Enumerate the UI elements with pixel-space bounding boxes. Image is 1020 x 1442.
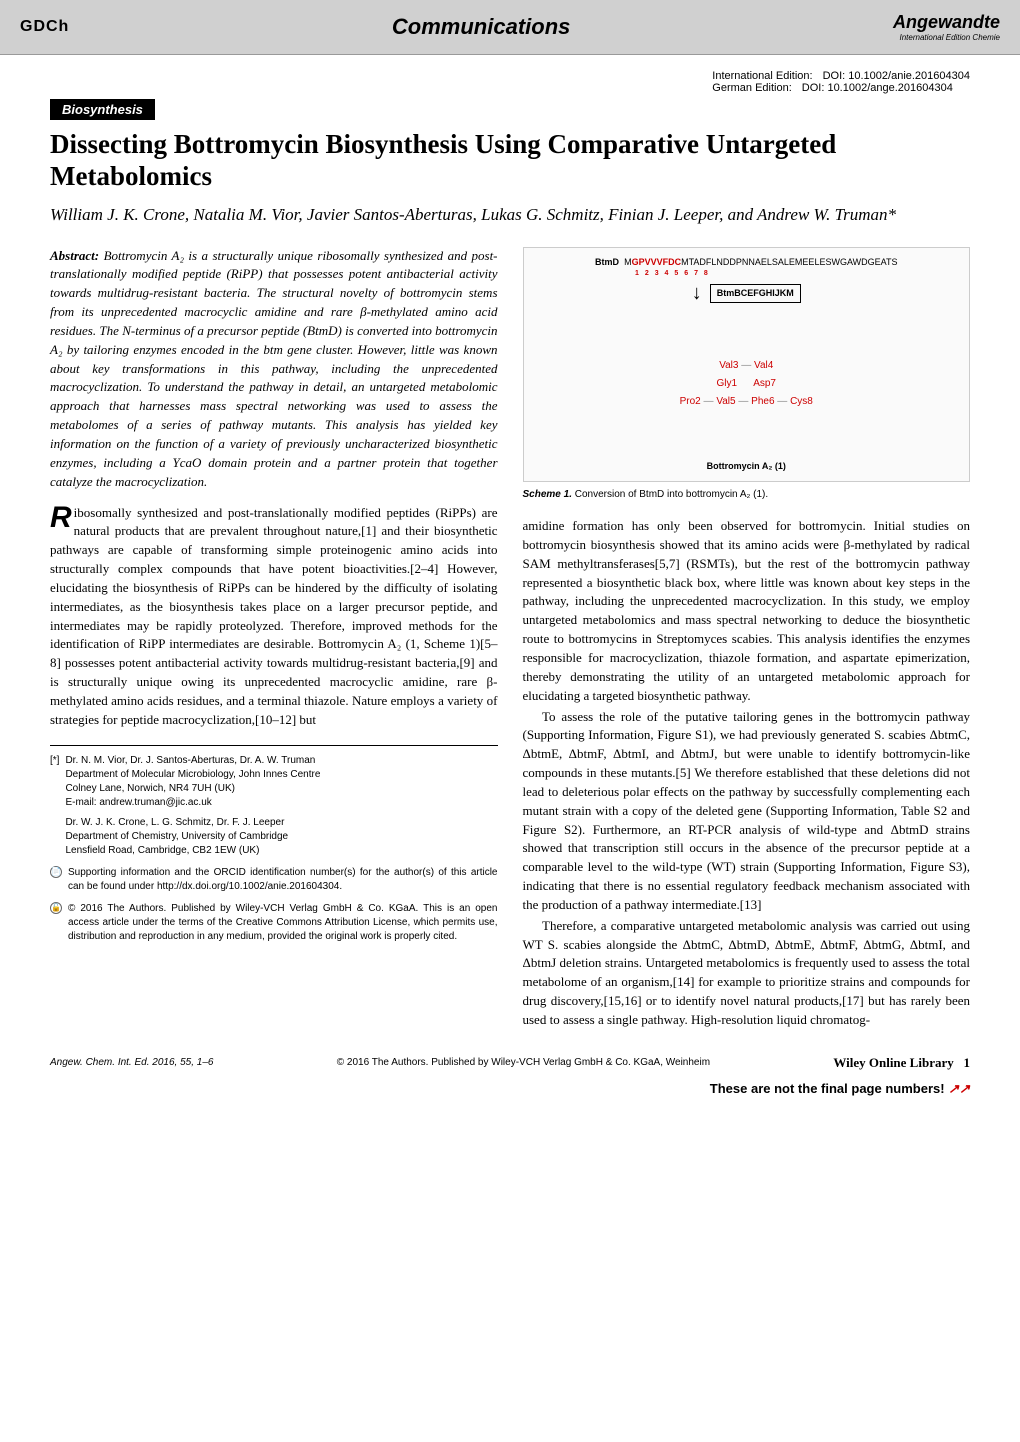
doi-german-label: German Edition: — [712, 82, 791, 94]
author-list: William J. K. Crone, Natalia M. Vior, Ja… — [50, 203, 970, 227]
journal-subtitle: International Edition Chemie — [893, 33, 1000, 42]
body-columns: Abstract: Bottromycin A₂ is a structural… — [50, 247, 970, 1030]
scheme-sequence: BtmD MGPVVVFDCMTADFLNDDPNNAELSALEMEELESW… — [595, 256, 897, 279]
scheme-arrow-row: ↓ BtmBCEFGHIJKM — [692, 279, 801, 308]
license-text: © 2016 The Authors. Published by Wiley-V… — [68, 902, 498, 944]
doi-block: International Edition: DOI: 10.1002/anie… — [50, 70, 970, 94]
abstract-label: Abstract: — [50, 248, 99, 263]
doi-intl-label: International Edition: — [712, 70, 812, 82]
section-name: Communications — [392, 14, 570, 40]
footer-citation: Angew. Chem. Int. Ed. 2016, 55, 1–6 — [50, 1057, 213, 1068]
affil-authors-1: Dr. N. M. Vior, Dr. J. Santos-Aberturas,… — [65, 754, 320, 768]
scheme-number: Scheme 1. — [523, 489, 572, 500]
affil-authors-2: Dr. W. J. K. Crone, L. G. Schmitz, Dr. F… — [65, 816, 320, 830]
page-disclaimer: These are not the final page numbers! ↗↗ — [0, 1081, 1020, 1107]
affiliation-1: [*] Dr. N. M. Vior, Dr. J. Santos-Abertu… — [50, 754, 498, 858]
body-para-3: To assess the role of the putative tailo… — [523, 708, 971, 915]
seq-numbers: 1 2 3 4 5 6 7 8 — [635, 269, 897, 279]
license-info: 🔓 © 2016 The Authors. Published by Wiley… — [50, 902, 498, 944]
chemical-structure: Val3 — Val4 Gly1 Asp7 Pro2 — Val5 — Phe6… — [532, 308, 962, 460]
btmd-label: BtmD — [595, 257, 619, 267]
scheme-1-figure: BtmD MGPVVVFDCMTADFLNDDPNNAELSALEMEELESW… — [523, 247, 971, 482]
scheme-caption: Scheme 1. Conversion of BtmD into bottro… — [523, 488, 971, 503]
footer-copyright: © 2016 The Authors. Published by Wiley-V… — [337, 1057, 710, 1068]
category-tag: Biosynthesis — [50, 99, 155, 120]
seq-suffix: MTADFLNDDPNNAELSALEMEELESWGAWDGEATS — [681, 257, 897, 267]
document-icon: 📄 — [50, 866, 62, 894]
body-para-4: Therefore, a comparative untargeted meta… — [523, 917, 971, 1030]
doi-german-value[interactable]: DOI: 10.1002/ange.201604304 — [802, 82, 953, 94]
affiliation-box: [*] Dr. N. M. Vior, Dr. J. Santos-Abertu… — [50, 745, 498, 944]
affil-addr-1: Colney Lane, Norwich, NR4 7UH (UK) — [65, 782, 320, 796]
affil-marker: [*] — [50, 754, 59, 858]
product-name: Bottromycin A₂ (1) — [707, 460, 786, 473]
right-column: BtmD MGPVVVFDCMTADFLNDDPNNAELSALEMEELESW… — [523, 247, 971, 1030]
affil-dept-1: Department of Molecular Microbiology, Jo… — [65, 768, 320, 782]
scheme-caption-text: Conversion of BtmD into bottromycin A₂ (… — [575, 489, 768, 500]
affil-email[interactable]: E-mail: andrew.truman@jic.ac.uk — [65, 796, 320, 810]
seq-core: GPVVVFDC — [632, 257, 682, 267]
article-content: International Edition: DOI: 10.1002/anie… — [0, 55, 1020, 1045]
body-para-2: amidine formation has only been observed… — [523, 517, 971, 705]
page-header: GDCh Communications Angewandte Internati… — [0, 0, 1020, 55]
article-title: Dissecting Bottromycin Biosynthesis Usin… — [50, 128, 970, 193]
publisher-logo: GDCh — [20, 18, 69, 36]
journal-name: Angewandte — [893, 12, 1000, 33]
body-para-1: Ribosomally synthesized and post-transla… — [50, 504, 498, 730]
affil-addr-2: Lensfield Road, Cambridge, CB2 1EW (UK) — [65, 844, 320, 858]
doi-intl-value[interactable]: DOI: 10.1002/anie.201604304 — [823, 70, 970, 82]
abstract: Abstract: Bottromycin A₂ is a structural… — [50, 247, 498, 492]
dropcap: R — [50, 504, 74, 531]
disclaimer-text: These are not the final page numbers! — [710, 1081, 945, 1096]
footer-library[interactable]: Wiley Online Library 1 — [833, 1055, 970, 1071]
left-column: Abstract: Bottromycin A₂ is a structural… — [50, 247, 498, 1030]
open-access-icon: 🔓 — [50, 902, 62, 944]
para1-text: ibosomally synthesized and post-translat… — [50, 505, 498, 727]
abstract-text: Bottromycin A₂ is a structurally unique … — [50, 248, 498, 489]
enzyme-box: BtmBCEFGHIJKM — [710, 284, 801, 303]
supp-text: Supporting information and the ORCID ide… — [68, 866, 498, 894]
down-arrow-icon: ↓ — [692, 279, 702, 308]
supporting-info: 📄 Supporting information and the ORCID i… — [50, 866, 498, 894]
page-footer: Angew. Chem. Int. Ed. 2016, 55, 1–6 © 20… — [0, 1045, 1020, 1081]
seq-prefix: M — [624, 257, 632, 267]
journal-branding: Angewandte International Edition Chemie — [893, 12, 1000, 42]
arrow-icon: ↗↗ — [948, 1081, 970, 1096]
affil-dept-2: Department of Chemistry, University of C… — [65, 830, 320, 844]
